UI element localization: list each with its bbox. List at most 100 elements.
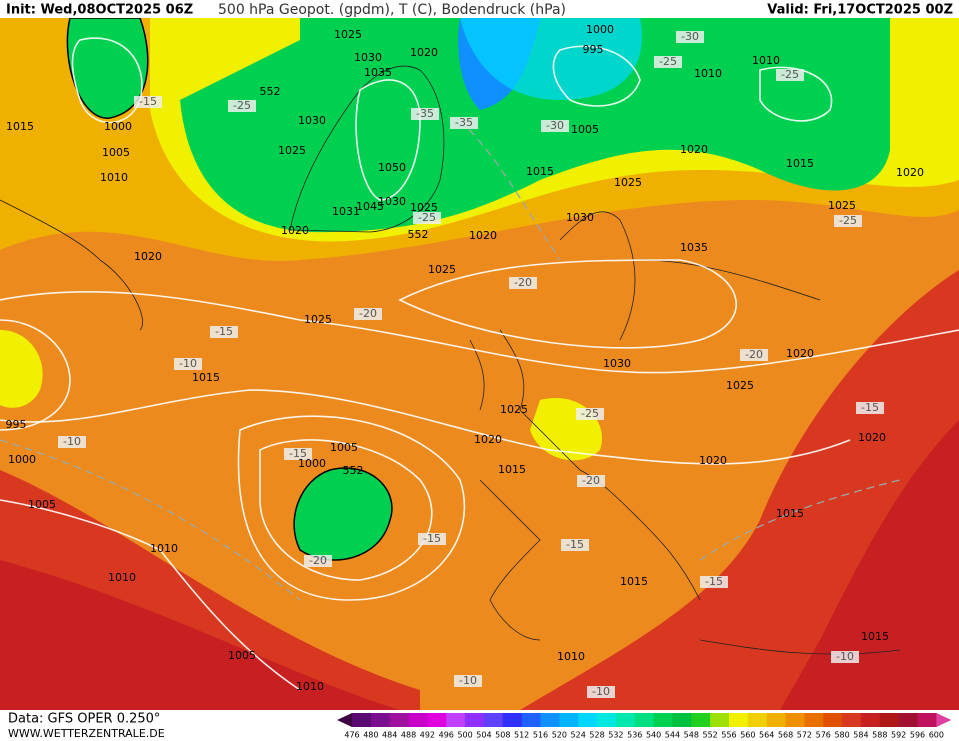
temperature-label: -15 (423, 532, 441, 545)
temperature-label: -15 (861, 401, 879, 414)
colorbar-label: 520 (552, 731, 567, 740)
site: WWW.WETTERZENTRALE.DE (8, 727, 165, 740)
temperature-label: -10 (179, 357, 197, 370)
label-box (284, 448, 312, 460)
pressure-label: 1000 (586, 23, 614, 36)
isobars (0, 37, 959, 691)
colorbar-label: 508 (495, 731, 510, 740)
pressure-label: 1045 (356, 200, 384, 213)
colorbar-swatch (408, 713, 428, 727)
pressure-label: 1020 (896, 166, 924, 179)
temperature-label: -25 (839, 214, 857, 227)
colorbar-label: 476 (344, 731, 359, 740)
label-box (411, 108, 439, 120)
field-darkred-sw (0, 560, 400, 710)
temperature-label: -35 (455, 116, 473, 129)
map-fields (0, 17, 959, 710)
label-box (587, 686, 615, 698)
coastlines (0, 65, 901, 655)
label-box (304, 555, 332, 567)
pressure-label: 1010 (296, 680, 324, 693)
colorbar-label: 568 (778, 731, 793, 740)
colorbar-swatch (785, 713, 805, 727)
colorbar-label: 532 (608, 731, 623, 740)
temperature-label: -20 (309, 554, 327, 567)
pressure-label: 1020 (786, 347, 814, 360)
colorbar-label: 544 (665, 731, 680, 740)
colorbar-label: 504 (476, 731, 491, 740)
colorbar: 476 480 484 488 492 496 500 504 508 512 516 520 524 5… (337, 713, 952, 740)
temperature-label: -15 (215, 325, 233, 338)
label-box (418, 533, 446, 545)
temperature-label: -10 (592, 685, 610, 698)
colorbar-label: 524 (571, 731, 586, 740)
pressure-label: 1015 (6, 120, 34, 133)
pressure-label: 1000 (104, 120, 132, 133)
pressure-label: 1035 (364, 66, 392, 79)
pressure-label: 1035 (680, 241, 708, 254)
pressure-label: 1010 (150, 542, 178, 555)
pressure-label: 1030 (378, 195, 406, 208)
colorbar-swatch (710, 713, 730, 727)
temperature-label: -20 (582, 474, 600, 487)
colorbar-swatch (879, 713, 900, 727)
temperature-label: -15 (139, 95, 157, 108)
colorbar-swatch (559, 713, 579, 727)
pressure-label: 1030 (298, 114, 326, 127)
label-box (58, 436, 86, 448)
temperature-label: -25 (581, 407, 599, 420)
colorbar-label: 536 (627, 731, 642, 740)
pressure-label: 995 (583, 43, 604, 56)
label-box (831, 651, 859, 663)
temperature-label: -25 (781, 68, 799, 81)
label-box (413, 212, 441, 224)
pressure-label: 1020 (410, 46, 438, 59)
colorbar-label: 588 (872, 731, 887, 740)
pressure-label: 1010 (108, 571, 136, 584)
colorbar-swatch (842, 713, 862, 727)
pressure-label: 1025 (500, 403, 528, 416)
field-darkred-e (780, 420, 959, 710)
pressure-label: 1025 (428, 263, 456, 276)
pressure-label: 1025 (614, 176, 642, 189)
pressure-label: 1020 (680, 143, 708, 156)
colorbar-label: 512 (514, 731, 529, 740)
colorbar-label: 548 (684, 731, 699, 740)
colorbar-label: 488 (401, 731, 416, 740)
temperature-label: -35 (416, 107, 434, 120)
field-green (180, 18, 890, 233)
temperature-label: -15 (566, 538, 584, 551)
colorbar-swatch (766, 713, 787, 727)
label-box (856, 402, 884, 414)
temperature-label: -10 (459, 674, 477, 687)
colorbar-swatch (540, 713, 560, 727)
colorbar-label: 580 (834, 731, 849, 740)
temperature-label: -20 (359, 307, 377, 320)
colorbar-label: 556 (721, 731, 736, 740)
pressure-label: 1015 (192, 371, 220, 384)
pressure-label: 1000 (8, 453, 36, 466)
pressure-label: 1020 (474, 433, 502, 446)
temperature-label: -25 (418, 211, 436, 224)
colorbar-label: 496 (439, 731, 454, 740)
colorbar-label: 564 (759, 731, 774, 740)
colorbar-label: 596 (910, 731, 925, 740)
pressure-label: 1000 (298, 457, 326, 470)
label-box (576, 408, 604, 420)
header-bar (0, 0, 959, 18)
pressure-label: 1025 (304, 313, 332, 326)
colorbar-label: 540 (646, 731, 661, 740)
label-box (740, 349, 768, 361)
colorbar-swatch (578, 713, 598, 727)
colorbar-swatch (352, 713, 372, 727)
colorbar-swatch (483, 713, 504, 727)
colorbar-swatch (860, 713, 881, 727)
label-box (450, 117, 478, 129)
colorbar-swatch (427, 713, 447, 727)
temperature-label: -25 (659, 55, 677, 68)
colorbar-swatch (615, 713, 636, 727)
pressure-label: 1025 (726, 379, 754, 392)
colorbar-swatch (521, 713, 541, 727)
